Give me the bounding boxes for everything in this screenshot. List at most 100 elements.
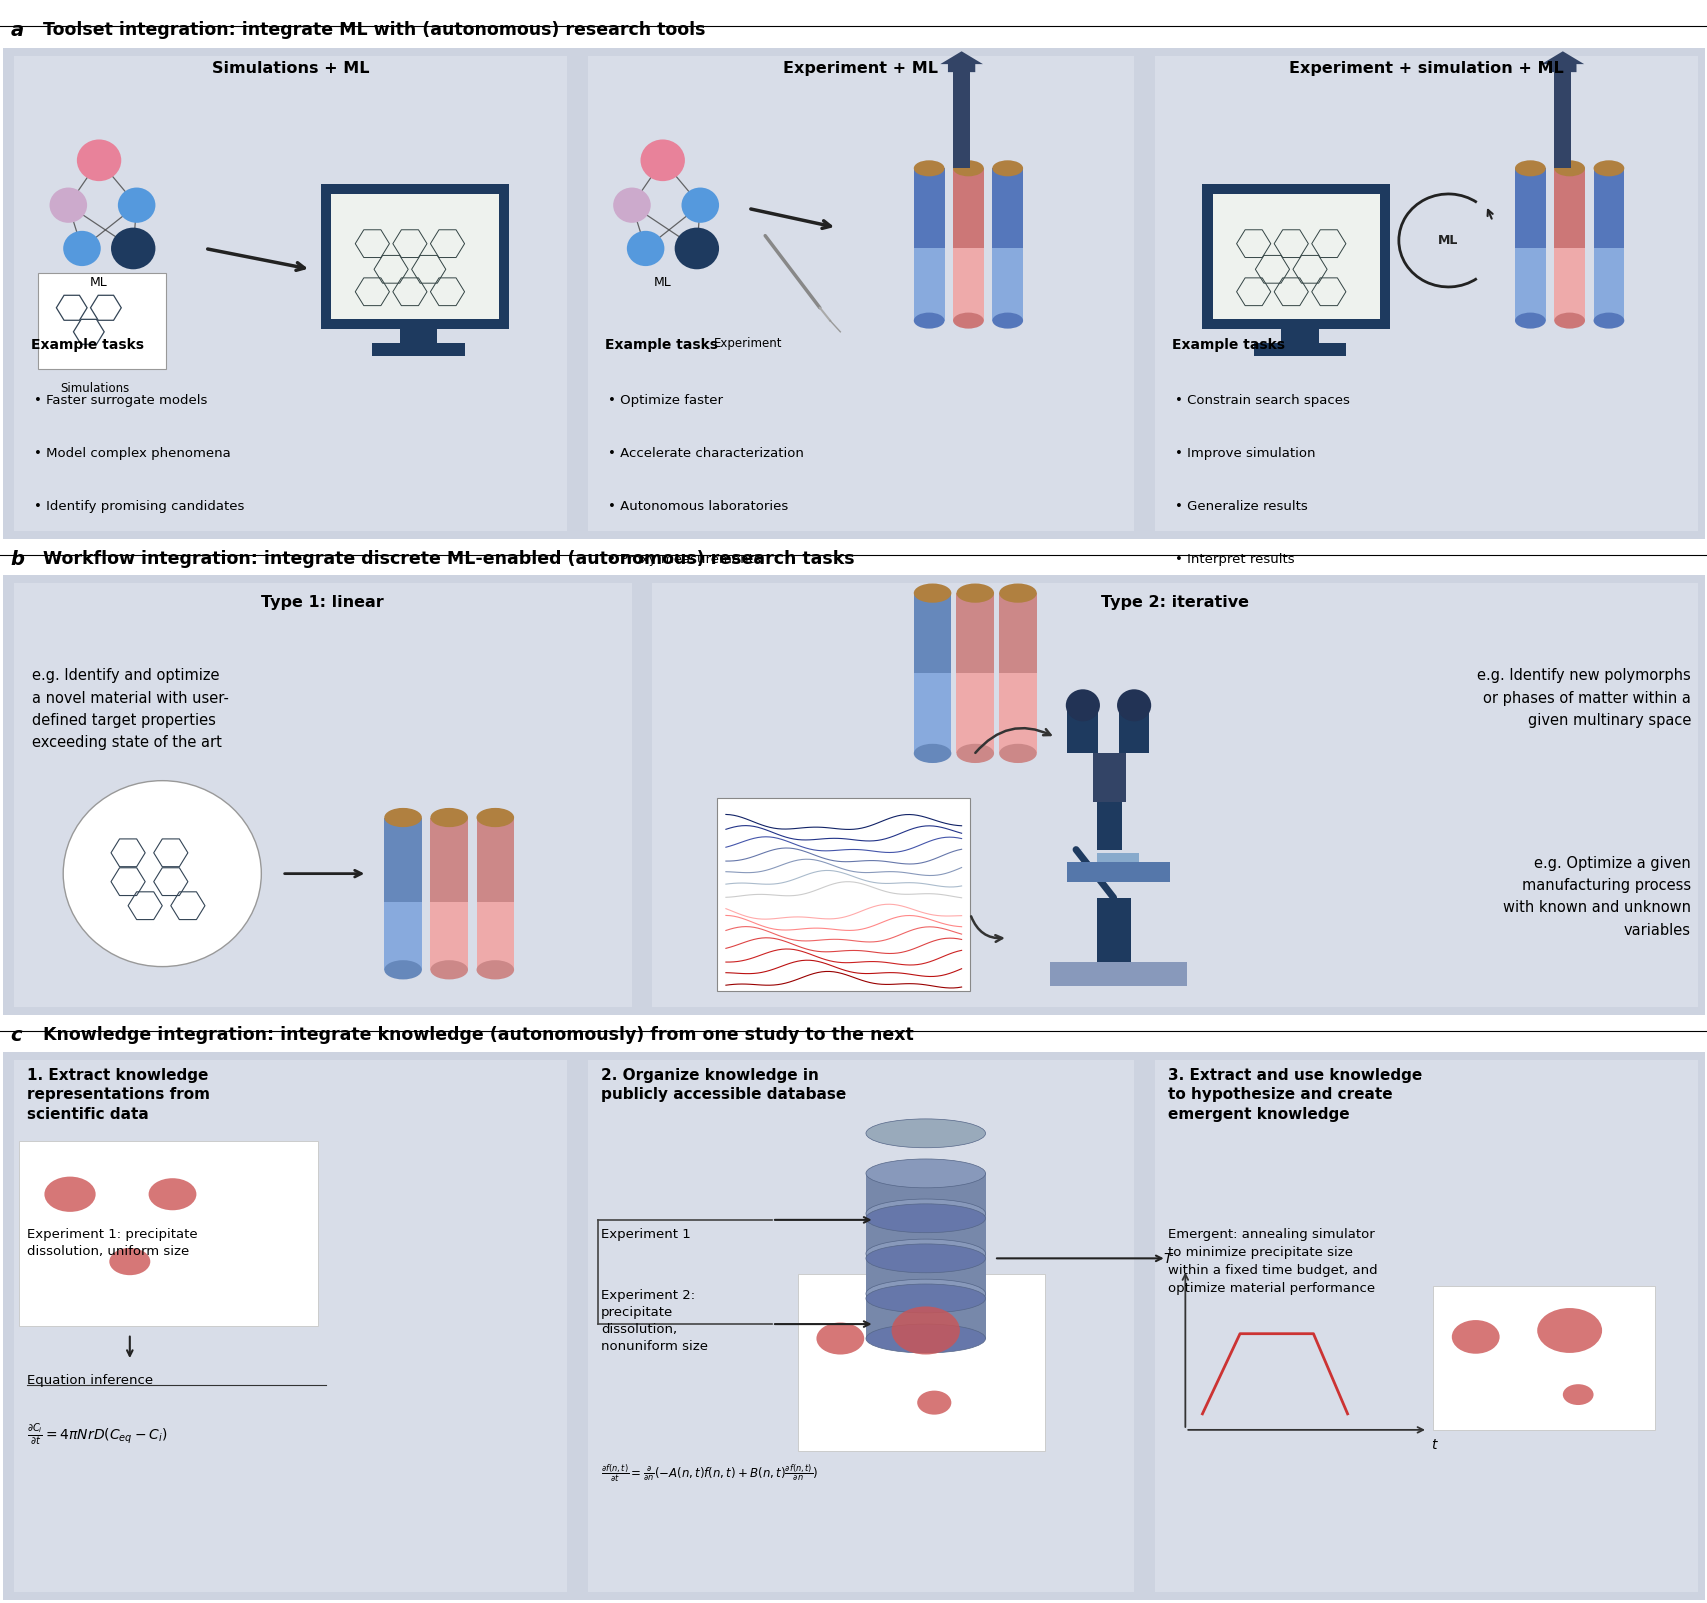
Bar (953, 72, 970, 168)
Bar (19, 1141, 318, 1326)
Text: Workflow integration: integrate discrete ML-enabled (autonomous) research tasks: Workflow integration: integrate discrete… (43, 550, 853, 567)
Bar (476, 818, 514, 970)
Ellipse shape (1536, 1308, 1601, 1353)
Circle shape (50, 188, 87, 223)
Ellipse shape (953, 313, 983, 329)
Text: • Autonomous laboratories: • Autonomous laboratories (608, 500, 789, 513)
Ellipse shape (109, 1247, 150, 1276)
Ellipse shape (1514, 313, 1545, 329)
Ellipse shape (992, 160, 1022, 176)
Bar (956, 593, 993, 753)
Circle shape (674, 228, 719, 269)
Bar (372, 343, 464, 356)
Text: Experiment 1: Experiment 1 (601, 1228, 691, 1241)
Ellipse shape (865, 1159, 985, 1188)
Bar (384, 902, 422, 970)
Ellipse shape (865, 1284, 985, 1313)
Bar (1096, 785, 1121, 850)
Text: Knowledge integration: integrate knowledge (autonomously) from one study to the : Knowledge integration: integrate knowled… (43, 1026, 913, 1044)
Bar (1096, 898, 1130, 962)
Bar (1202, 184, 1389, 329)
Text: Type 1: linear: Type 1: linear (261, 595, 384, 609)
Ellipse shape (1562, 1383, 1593, 1404)
Ellipse shape (1553, 160, 1584, 176)
Circle shape (111, 228, 155, 269)
FancyArrow shape (1541, 51, 1584, 72)
Circle shape (1116, 689, 1151, 721)
Bar (3, 1052, 1704, 1600)
Bar (3, 575, 1704, 1015)
Bar (992, 168, 1022, 321)
Text: Simulations: Simulations (60, 382, 130, 394)
Text: • Faster surrogate models: • Faster surrogate models (34, 394, 208, 407)
Ellipse shape (865, 1204, 985, 1233)
Bar (865, 1173, 985, 1218)
Ellipse shape (956, 583, 993, 603)
Ellipse shape (384, 960, 422, 979)
Text: 2. Organize knowledge in
publicly accessible database: 2. Organize knowledge in publicly access… (601, 1068, 847, 1103)
Bar (430, 902, 468, 970)
Circle shape (626, 231, 664, 266)
Bar (1154, 1060, 1697, 1592)
Ellipse shape (913, 160, 944, 176)
Bar (331, 194, 498, 319)
Text: Equation inference: Equation inference (27, 1374, 154, 1387)
Circle shape (63, 781, 261, 967)
Bar (1553, 72, 1570, 168)
Text: Experiment + simulation + ML: Experiment + simulation + ML (1289, 61, 1562, 75)
Bar (1118, 705, 1149, 753)
Bar (3, 48, 1704, 539)
Ellipse shape (956, 744, 993, 763)
Text: e.g. Optimize a given
manufacturing process
with known and unknown
variables: e.g. Optimize a given manufacturing proc… (1502, 856, 1690, 938)
Bar (38, 273, 166, 369)
Ellipse shape (865, 1199, 985, 1228)
Ellipse shape (917, 1390, 951, 1415)
Bar (1096, 853, 1139, 862)
Text: Example tasks: Example tasks (31, 338, 143, 353)
Bar (1593, 168, 1623, 321)
Text: Simulations + ML: Simulations + ML (212, 61, 369, 75)
Ellipse shape (1593, 160, 1623, 176)
Bar (1253, 343, 1345, 356)
Ellipse shape (476, 808, 514, 827)
Bar (1593, 248, 1623, 321)
Ellipse shape (476, 960, 514, 979)
Ellipse shape (149, 1178, 196, 1210)
Bar (384, 818, 422, 970)
Ellipse shape (865, 1279, 985, 1308)
Text: • Identify promising candidates: • Identify promising candidates (34, 500, 244, 513)
Bar (14, 1060, 567, 1592)
Text: • Generalize results: • Generalize results (1174, 500, 1308, 513)
Circle shape (118, 188, 155, 223)
Text: Example tasks: Example tasks (604, 338, 717, 353)
Text: • Proxy measurements: • Proxy measurements (608, 553, 760, 566)
Text: • Improve simulation: • Improve simulation (1174, 447, 1314, 460)
Bar (999, 673, 1036, 753)
Ellipse shape (992, 313, 1022, 329)
Ellipse shape (1553, 313, 1584, 329)
Bar (865, 1213, 985, 1258)
Bar (1067, 862, 1169, 882)
FancyArrow shape (941, 51, 982, 72)
Text: 1. Extract knowledge
representations from
scientific data: 1. Extract knowledge representations fro… (27, 1068, 210, 1122)
Bar (1050, 962, 1186, 986)
Ellipse shape (913, 313, 944, 329)
Bar (797, 1274, 1045, 1451)
Bar (1514, 248, 1545, 321)
Bar (430, 818, 468, 970)
Bar (1553, 248, 1584, 321)
Circle shape (613, 188, 650, 223)
Ellipse shape (1593, 313, 1623, 329)
Bar (14, 56, 567, 531)
Text: • Interpret results: • Interpret results (1174, 553, 1294, 566)
Bar (1212, 194, 1379, 319)
Bar (717, 798, 970, 991)
Text: • Accelerate characterization: • Accelerate characterization (608, 447, 804, 460)
Ellipse shape (865, 1244, 985, 1273)
Text: b: b (10, 550, 24, 569)
Circle shape (640, 139, 685, 181)
Circle shape (681, 188, 719, 223)
Bar (476, 902, 514, 970)
Bar (1553, 168, 1584, 321)
Ellipse shape (891, 1306, 959, 1355)
